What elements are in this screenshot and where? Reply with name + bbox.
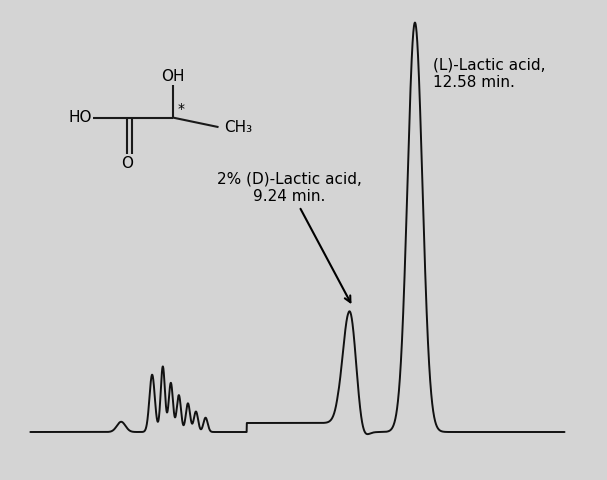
Text: O: O — [121, 156, 134, 170]
Text: (L)-Lactic acid,
12.58 min.: (L)-Lactic acid, 12.58 min. — [433, 58, 546, 90]
Text: HO: HO — [69, 110, 92, 125]
Text: CH₃: CH₃ — [225, 120, 253, 134]
Text: OH: OH — [161, 69, 185, 84]
Text: *: * — [178, 102, 185, 116]
Text: 2% (D)-Lactic acid,
9.24 min.: 2% (D)-Lactic acid, 9.24 min. — [217, 171, 362, 302]
